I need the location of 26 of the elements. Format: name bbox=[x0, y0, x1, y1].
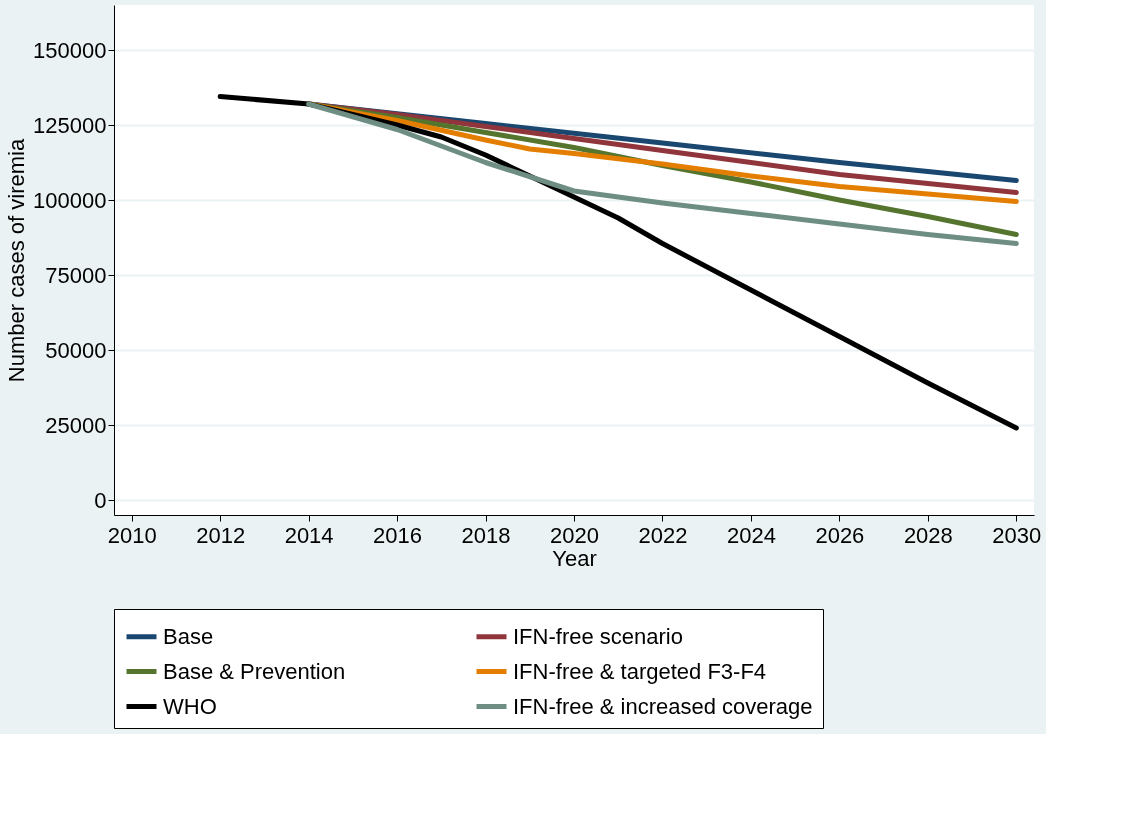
x-tick-label: 2028 bbox=[903, 522, 953, 548]
x-tick-label: 2030 bbox=[992, 522, 1042, 548]
x-tick-label: 2022 bbox=[638, 522, 688, 548]
legend-label: Base & Prevention bbox=[163, 658, 346, 684]
legend-label: Base bbox=[163, 623, 214, 649]
x-axis-title: Year bbox=[552, 545, 597, 571]
legend-label: IFN-free & targeted F3-F4 bbox=[513, 658, 767, 684]
legend-label: WHO bbox=[163, 693, 217, 719]
y-tick-label: 150000 bbox=[33, 37, 107, 63]
y-axis-title: Number cases of viremia bbox=[4, 138, 30, 383]
y-tick-label: 100000 bbox=[33, 187, 107, 213]
y-tick-label: 75000 bbox=[45, 262, 107, 288]
y-tick-label: 125000 bbox=[33, 112, 107, 138]
y-tick-label: 25000 bbox=[45, 412, 107, 438]
y-tick-label: 50000 bbox=[45, 337, 107, 363]
x-tick-label: 2020 bbox=[550, 522, 599, 548]
x-tick-label: 2014 bbox=[284, 522, 334, 548]
y-tick-label: 0 bbox=[94, 487, 107, 513]
x-tick-label: 2016 bbox=[373, 522, 423, 548]
x-tick-label: 2018 bbox=[461, 522, 511, 548]
x-tick-label: 2024 bbox=[726, 522, 776, 548]
legend-label: IFN-free & increased coverage bbox=[513, 693, 813, 719]
x-tick-label: 2012 bbox=[196, 522, 246, 548]
x-tick-label: 2026 bbox=[815, 522, 865, 548]
x-tick-label: 2010 bbox=[107, 522, 157, 548]
legend-label: IFN-free scenario bbox=[513, 623, 683, 649]
